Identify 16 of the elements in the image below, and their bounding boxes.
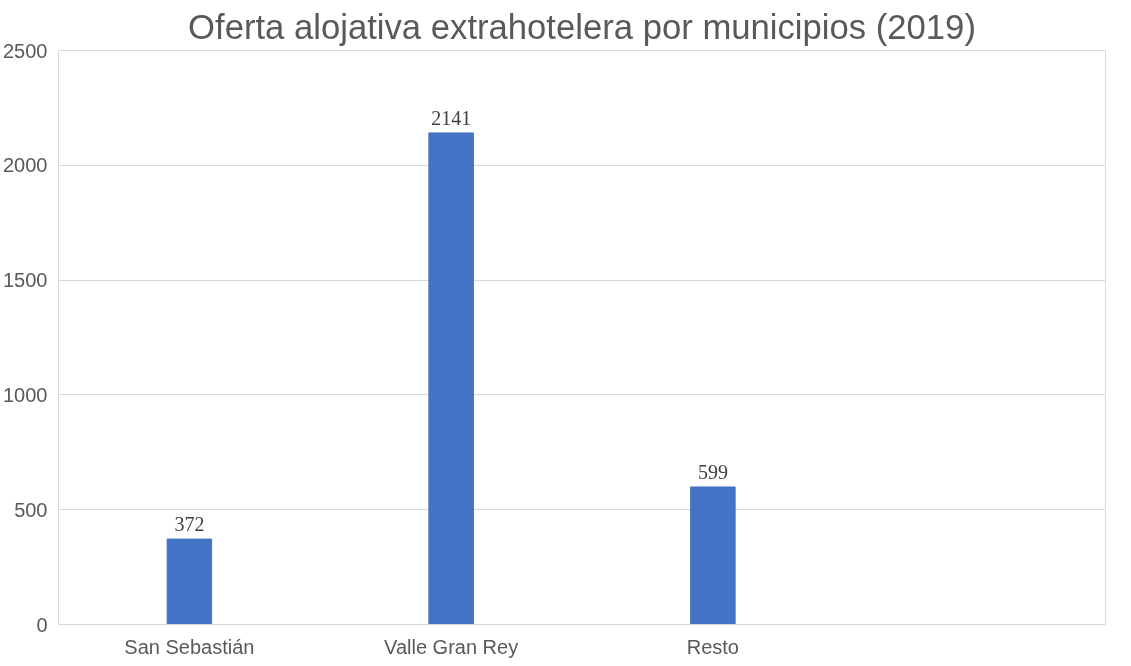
- bar: [166, 538, 213, 625]
- chart-title: Oferta alojativa extrahotelera por municipios (2019): [188, 7, 976, 46]
- y-tick-label: 2000: [3, 154, 48, 177]
- data-label: 372: [174, 513, 205, 536]
- x-tick-label: San Sebastián: [124, 635, 255, 658]
- y-tick-label: 2500: [3, 39, 48, 62]
- y-tick-label: 1000: [3, 383, 48, 406]
- y-tick-label: 500: [14, 498, 48, 521]
- bar: [690, 486, 736, 625]
- y-tick-label: 1500: [3, 269, 48, 292]
- data-label: 599: [697, 460, 728, 483]
- y-tick-label: 0: [36, 613, 48, 636]
- x-tick-label: Resto: [686, 635, 739, 658]
- data-label: 2141: [431, 106, 472, 129]
- bar: [428, 132, 474, 625]
- x-tick-label: Valle Gran Rey: [384, 635, 519, 658]
